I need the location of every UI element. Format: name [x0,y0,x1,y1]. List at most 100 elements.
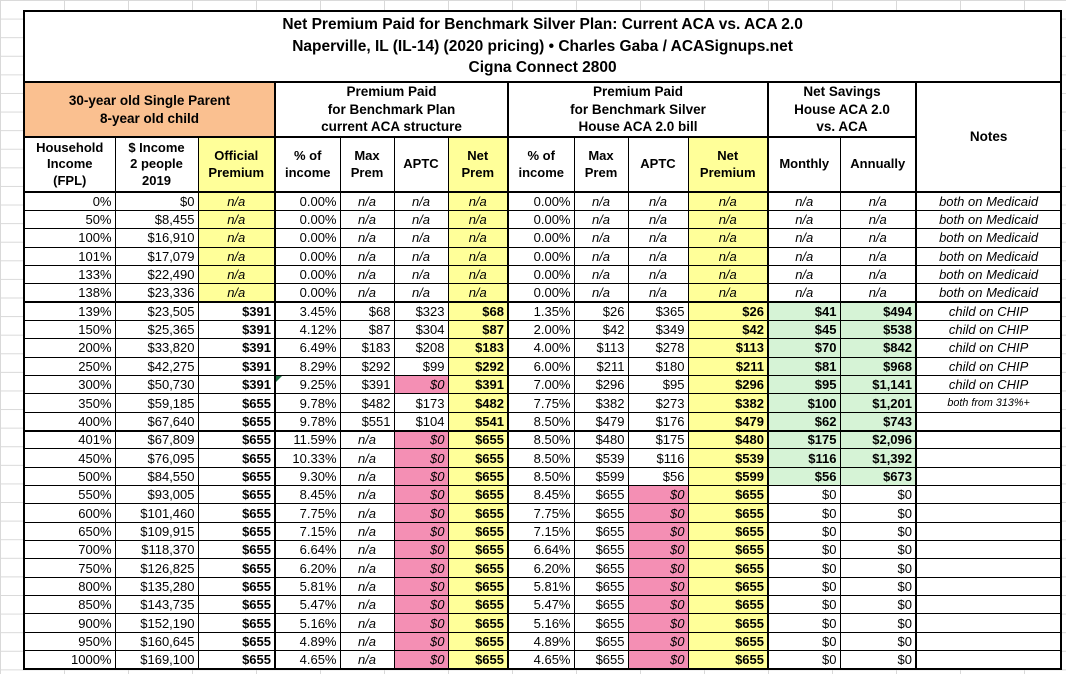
cell-aca-pct[interactable]: 6.20% [274,558,341,578]
cell-income[interactable]: $23,505 [114,301,199,321]
cell-h-pct[interactable]: 4.65% [507,650,575,670]
cell-aca-pct[interactable]: 0.00% [274,264,341,285]
cell-annually[interactable]: $0 [839,558,917,578]
cell-official[interactable]: $655 [197,466,276,487]
cell-official[interactable]: n/a [197,264,276,285]
cell-aca-aptc[interactable]: $0 [393,448,449,468]
cell-annually[interactable]: $0 [839,503,917,523]
cell-aca-pct[interactable]: 6.64% [274,540,341,560]
cell-aca-pct[interactable]: 0.00% [274,228,341,248]
cell-h-net[interactable]: n/a [687,283,769,304]
cell-aca-max[interactable]: n/a [339,466,395,487]
col-header-annually[interactable]: Annually [839,136,917,194]
cell-aca-aptc[interactable]: n/a [393,283,449,304]
cell-annually[interactable]: $1,201 [839,393,917,413]
cell-aca-pct[interactable]: 8.29% [274,356,341,377]
cell-h-net[interactable]: $655 [687,521,769,542]
cell-official[interactable]: $655 [197,595,276,615]
cell-annually[interactable]: n/a [839,264,917,285]
cell-aca-aptc[interactable]: $323 [393,301,449,321]
cell-annually[interactable]: $1,141 [839,374,917,395]
cell-aca-net[interactable]: n/a [447,228,509,248]
cell-aca-aptc[interactable]: n/a [393,246,449,266]
cell-h-net[interactable]: $655 [687,650,769,670]
cell-h-pct[interactable]: 8.45% [507,485,575,505]
cell-aca-pct[interactable]: 10.33% [274,448,341,468]
cell-fpl[interactable]: 101% [23,246,116,266]
cell-aca-aptc[interactable]: n/a [393,209,449,230]
cell-h-max[interactable]: $655 [573,631,629,652]
cell-monthly[interactable]: $70 [767,338,841,358]
cell-h-max[interactable]: n/a [573,246,629,266]
cell-aca-net[interactable]: $655 [447,613,509,633]
cell-monthly[interactable]: n/a [767,264,841,285]
cell-aca-max[interactable]: $391 [339,374,395,395]
cell-aca-net[interactable]: $655 [447,521,509,542]
cell-h-aptc[interactable]: $176 [627,411,689,432]
cell-notes[interactable]: child on CHIP [915,374,1062,395]
col-header-h-net-premium[interactable]: Net Premium [687,136,769,194]
cell-h-max[interactable]: n/a [573,228,629,248]
cell-fpl[interactable]: 250% [23,356,116,377]
cell-annually[interactable]: $0 [839,540,917,560]
cell-h-pct[interactable]: 6.20% [507,558,575,578]
cell-h-net[interactable]: n/a [687,209,769,230]
cell-official[interactable]: n/a [197,246,276,266]
cell-annually[interactable]: $0 [839,485,917,505]
cell-h-pct[interactable]: 1.35% [507,301,575,321]
cell-aca-net[interactable]: $541 [447,411,509,432]
cell-monthly[interactable]: n/a [767,246,841,266]
cell-aca-max[interactable]: n/a [339,209,395,230]
cell-aca-aptc[interactable]: $0 [393,595,449,615]
cell-h-pct[interactable]: 7.15% [507,521,575,542]
cell-h-max[interactable]: $113 [573,338,629,358]
cell-h-max[interactable]: n/a [573,209,629,230]
cell-annually[interactable]: n/a [839,209,917,230]
cell-aca-aptc[interactable]: $0 [393,503,449,523]
cell-h-aptc[interactable]: $0 [627,631,689,652]
cell-notes[interactable]: child on CHIP [915,301,1062,321]
cell-h-max[interactable]: $655 [573,595,629,615]
cell-aca-net[interactable]: $655 [447,558,509,578]
cell-h-pct[interactable]: 6.64% [507,540,575,560]
cell-h-net[interactable]: $539 [687,448,769,468]
cell-monthly[interactable]: $0 [767,521,841,542]
cell-annually[interactable]: $0 [839,650,917,670]
cell-annually[interactable]: $673 [839,466,917,487]
cell-annually[interactable]: n/a [839,191,917,211]
cell-aca-pct[interactable]: 0.00% [274,283,341,304]
cell-fpl[interactable]: 350% [23,393,116,413]
cell-fpl[interactable]: 950% [23,631,116,652]
cell-annually[interactable]: $842 [839,338,917,358]
cell-h-aptc[interactable]: n/a [627,228,689,248]
group-header-net-savings[interactable]: Net Savings House ACA 2.0 vs. ACA [767,81,917,139]
cell-aca-net[interactable]: $655 [447,631,509,652]
cell-income[interactable]: $118,370 [114,540,199,560]
cell-h-net[interactable]: $211 [687,356,769,377]
cell-h-pct[interactable]: 8.50% [507,466,575,487]
cell-aca-aptc[interactable]: $0 [393,521,449,542]
cell-h-aptc[interactable]: $0 [627,595,689,615]
cell-notes[interactable]: both on Medicaid [915,191,1062,211]
cell-annually[interactable]: n/a [839,246,917,266]
cell-h-pct[interactable]: 8.50% [507,411,575,432]
cell-aca-max[interactable]: n/a [339,540,395,560]
cell-aca-pct[interactable]: 9.30% [274,466,341,487]
cell-h-pct[interactable]: 0.00% [507,209,575,230]
cell-income[interactable]: $143,735 [114,595,199,615]
cell-aca-aptc[interactable]: $0 [393,540,449,560]
cell-h-max[interactable]: $655 [573,576,629,597]
cell-aca-max[interactable]: n/a [339,228,395,248]
cell-income[interactable]: $23,336 [114,283,199,304]
cell-h-net[interactable]: n/a [687,246,769,266]
cell-notes[interactable] [915,521,1062,542]
cell-h-net[interactable]: $655 [687,485,769,505]
cell-fpl[interactable]: 133% [23,264,116,285]
col-header-fpl[interactable]: Household Income (FPL) [23,136,116,194]
cell-h-max[interactable]: n/a [573,264,629,285]
cell-income[interactable]: $135,280 [114,576,199,597]
cell-h-pct[interactable]: 7.00% [507,374,575,395]
cell-annually[interactable]: n/a [839,283,917,304]
cell-official[interactable]: $655 [197,576,276,597]
cell-aca-net[interactable]: $183 [447,338,509,358]
